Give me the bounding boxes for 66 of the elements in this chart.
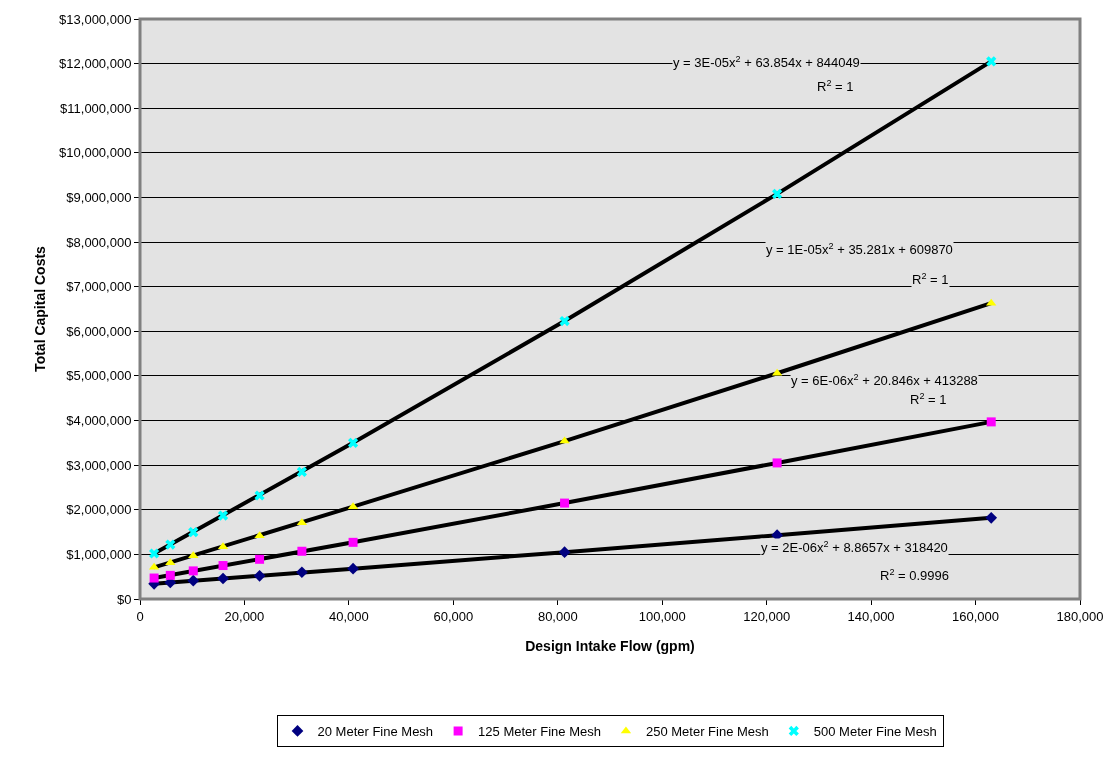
x-tick-label: 100,000 — [638, 608, 686, 624]
point — [217, 572, 229, 585]
y-tick-label: $9,000,000 — [66, 190, 132, 206]
point — [188, 526, 199, 538]
point — [165, 558, 176, 566]
y-tick-label: $0 — [116, 591, 132, 607]
point — [165, 570, 175, 580]
point — [348, 537, 358, 547]
annotation: y = 3E-05x$^{2}$ + 63.854x + 844049 — [673, 54, 860, 71]
point — [188, 566, 198, 576]
x-tick-label: 180,000 — [1056, 608, 1104, 624]
annotation: R$^{2}$ = 1 — [912, 271, 949, 288]
point — [772, 458, 782, 468]
point — [149, 548, 160, 559]
legend-label: 20 Meter Fine Mesh — [317, 724, 434, 740]
x-tick-label: 40,000 — [329, 608, 369, 624]
legend-label: 125 Meter Fine Mesh — [478, 724, 601, 740]
point — [254, 490, 265, 501]
y-tick-label: $8,000,000 — [66, 234, 132, 250]
y-tick-label: $10,000,000 — [59, 145, 132, 161]
x-tick-label: 20,000 — [224, 608, 265, 624]
annotation: y = 2E-06x$^{2}$ + 8.8657x + 318420 — [761, 539, 948, 556]
point — [296, 466, 307, 477]
point — [347, 562, 359, 575]
point — [297, 546, 307, 556]
point — [559, 315, 570, 327]
legend-label: 250 Meter Fine Mesh — [645, 724, 769, 740]
y-tick-label: $6,000,000 — [66, 323, 132, 339]
point — [187, 574, 200, 587]
point — [218, 561, 228, 571]
point — [217, 510, 229, 521]
x-tick-label: 160,000 — [952, 608, 1000, 624]
x-tick-label: 80,000 — [537, 608, 578, 624]
point — [253, 569, 266, 582]
annotation: y = 6E-06x$^{2}$ + 20.846x + 413288 — [791, 372, 978, 389]
point — [986, 417, 996, 427]
x-tick-label: 120,000 — [743, 608, 791, 624]
y-tick-label: $13,000,000 — [59, 11, 132, 27]
point — [986, 56, 997, 67]
point — [560, 498, 570, 508]
point — [558, 546, 571, 558]
point — [772, 188, 783, 199]
y-axis-title: Total Capital Costs — [31, 245, 48, 372]
point — [985, 511, 998, 524]
annotation: R$^{2}$ = 1 — [817, 78, 854, 95]
point — [296, 566, 308, 579]
x-tick-label: 0 — [136, 608, 144, 624]
y-tick-label: $5,000,000 — [66, 368, 132, 384]
x-tick-label: 140,000 — [847, 608, 895, 624]
legend-label: 500 Meter Fine Mesh — [813, 724, 937, 740]
annotation: y = 1E-05x$^{2}$ + 35.281x + 609870 — [766, 241, 953, 258]
y-tick-label: $11,000,000 — [60, 100, 132, 116]
point — [255, 554, 265, 564]
y-tick-label: $2,000,000 — [66, 502, 132, 518]
y-tick-label: $4,000,000 — [66, 413, 132, 429]
point — [149, 573, 159, 583]
y-tick-label: $3,000,000 — [66, 457, 132, 473]
y-tick-label: $12,000,000 — [59, 56, 132, 72]
x-tick-label: 60,000 — [433, 608, 474, 624]
x-axis-title: Design Intake Flow (gpm) — [525, 637, 695, 654]
point — [165, 539, 176, 550]
annotation: R$^{2}$ = 0.9996 — [880, 567, 950, 584]
point — [347, 437, 359, 448]
y-tick-label: $1,000,000 — [66, 546, 132, 562]
y-tick-label: $7,000,000 — [66, 279, 132, 295]
annotation: R$^{2}$ = 1 — [910, 391, 947, 408]
